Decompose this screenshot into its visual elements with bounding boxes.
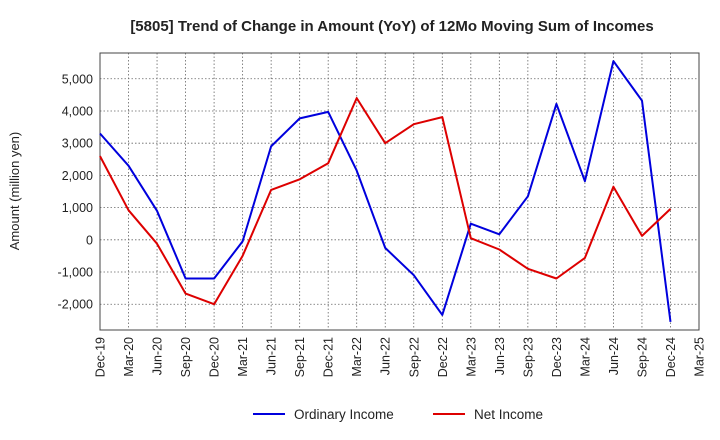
y-axis-label: Amount (million yen) bbox=[7, 132, 22, 251]
y-tick-label: 0 bbox=[86, 233, 93, 247]
x-tick-label: Jun-20 bbox=[151, 337, 165, 375]
series-line-net-income bbox=[99, 97, 672, 306]
series-lines bbox=[99, 60, 672, 323]
plot-frame bbox=[99, 52, 700, 331]
y-tick-label: 5,000 bbox=[62, 72, 93, 86]
x-axis-ticks: Dec-19 Mar-20 Jun-20 Sep-20 Dec-20 Mar-21 Jun-… bbox=[94, 337, 707, 377]
x-tick-label: Sep-22 bbox=[407, 337, 421, 377]
x-tick-label: Sep-24 bbox=[635, 337, 649, 377]
series-line-ordinary-income bbox=[99, 60, 672, 323]
x-tick-label: Mar-20 bbox=[122, 337, 136, 377]
y-tick-label: 3,000 bbox=[62, 137, 93, 151]
y-tick-label: 2,000 bbox=[62, 169, 93, 183]
legend: Ordinary Income Net Income bbox=[253, 407, 543, 422]
x-tick-label: Mar-22 bbox=[350, 337, 364, 377]
x-tick-label: Dec-23 bbox=[550, 337, 564, 377]
legend-label-net-income: Net Income bbox=[474, 407, 543, 422]
x-tick-label: Mar-25 bbox=[693, 337, 707, 377]
x-tick-label: Mar-23 bbox=[464, 337, 478, 377]
x-tick-label: Dec-20 bbox=[208, 337, 222, 377]
x-tick-label: Jun-23 bbox=[493, 337, 507, 375]
x-tick-label: Jun-22 bbox=[379, 337, 393, 375]
x-tick-label: Dec-24 bbox=[664, 337, 678, 377]
y-tick-label: -1,000 bbox=[58, 266, 93, 280]
x-tick-label: Jun-24 bbox=[607, 337, 621, 375]
x-tick-label: Mar-21 bbox=[236, 337, 250, 377]
x-tick-label: Sep-20 bbox=[179, 337, 193, 377]
y-tick-label: 1,000 bbox=[62, 201, 93, 215]
y-tick-label: 4,000 bbox=[62, 104, 93, 118]
x-tick-label: Sep-21 bbox=[293, 337, 307, 377]
x-tick-label: Dec-21 bbox=[322, 337, 336, 377]
legend-label-ordinary-income: Ordinary Income bbox=[294, 407, 394, 422]
x-tick-label: Sep-23 bbox=[521, 337, 535, 377]
x-tick-label: Dec-19 bbox=[94, 337, 108, 377]
grid bbox=[100, 53, 699, 330]
y-tick-label: -2,000 bbox=[58, 298, 93, 312]
x-tick-label: Mar-24 bbox=[578, 337, 592, 377]
x-tick-label: Jun-21 bbox=[265, 337, 279, 375]
chart-title: [5805] Trend of Change in Amount (YoY) o… bbox=[130, 18, 653, 35]
y-axis-ticks: -2,000 -1,000 0 1,000 2,000 3,000 4,000 5,000 bbox=[58, 72, 94, 311]
x-tick-label: Dec-22 bbox=[436, 337, 450, 377]
